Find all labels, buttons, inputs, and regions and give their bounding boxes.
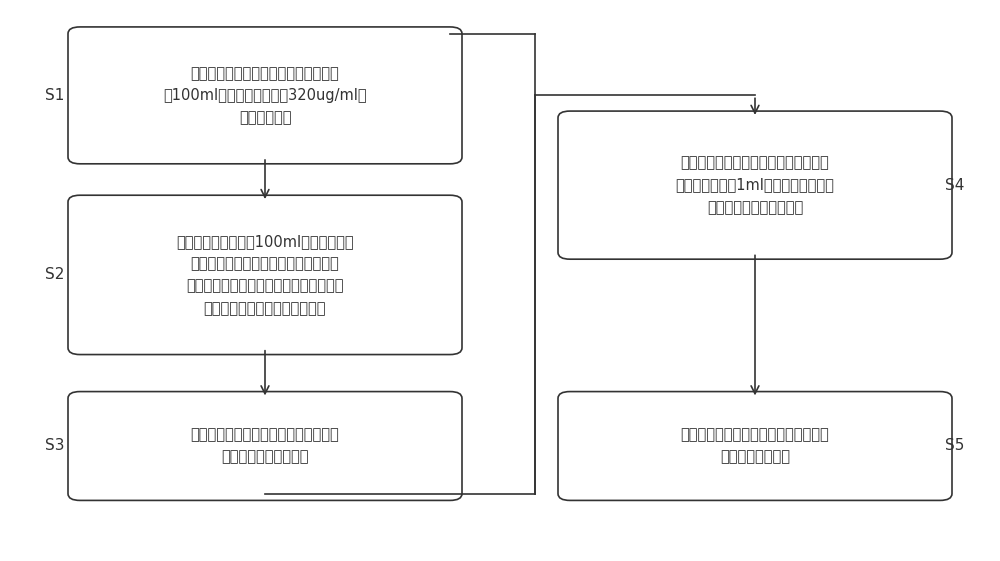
- Text: S3: S3: [45, 439, 65, 453]
- Text: S2: S2: [45, 268, 65, 282]
- Text: 用微量注射器准确抽取甲苯气体，注入
至100ml的注射器中，配成320ug/ml浓
度的标准样品: 用微量注射器准确抽取甲苯气体，注入 至100ml的注射器中，配成320ug/ml…: [163, 66, 367, 125]
- Text: 用清洁空气稀释标准样品成多个标准样
品系列，分别取1ml进样，用气相色谱
仪测量保留时间及峰面积: 用清洁空气稀释标准样品成多个标准样 品系列，分别取1ml进样，用气相色谱 仪测量…: [676, 155, 834, 215]
- FancyBboxPatch shape: [68, 27, 462, 164]
- FancyBboxPatch shape: [558, 392, 952, 500]
- FancyBboxPatch shape: [558, 111, 952, 259]
- Text: 将甲苯样品与对比样品垂直放置，并记
录实验室的温度与压力: 将甲苯样品与对比样品垂直放置，并记 录实验室的温度与压力: [191, 427, 339, 465]
- Text: S5: S5: [945, 439, 965, 453]
- FancyBboxPatch shape: [68, 195, 462, 355]
- FancyBboxPatch shape: [68, 392, 462, 500]
- Text: 用测定标准样品系列的操作条件测定废
气样品和对照样品: 用测定标准样品系列的操作条件测定废 气样品和对照样品: [681, 427, 829, 465]
- Text: 在工业废气处，通过100ml注射器抽取现
场空气，然后套上塑料帽封口，标记为
废气样品；再使用注射器采集清洁空气，
用塑料帽封口，标记为对比样品: 在工业废气处，通过100ml注射器抽取现 场空气，然后套上塑料帽封口，标记为 废…: [176, 234, 354, 316]
- Text: S1: S1: [45, 88, 65, 103]
- Text: S4: S4: [945, 178, 965, 192]
